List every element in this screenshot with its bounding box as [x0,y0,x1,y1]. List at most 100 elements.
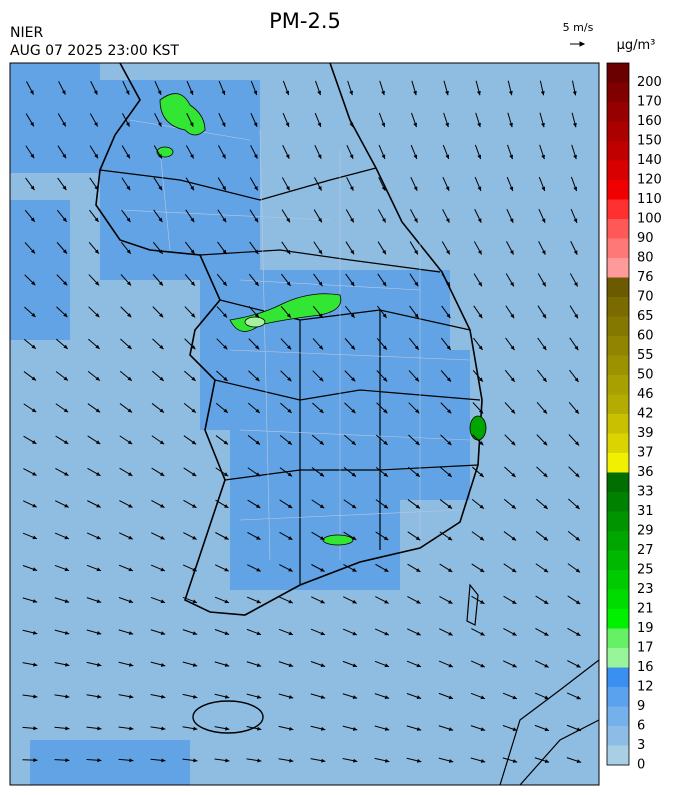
wind-arrow-head [416,663,421,668]
wind-arrow-head [286,281,291,286]
wind-arrow-head [349,186,354,191]
colorbar-label: 3 [637,738,645,753]
wind-arrow-head [65,726,70,731]
wind-arrow-head [63,376,68,381]
wind-arrow-head [225,726,230,731]
wind-arrow-head [97,726,102,731]
wind-arrow-head [510,377,515,382]
wind-arrow-head [543,568,549,573]
wind-arrow-head [33,758,38,763]
wind-arrow-head [318,345,324,350]
colorbar-label: 0 [637,758,645,773]
wind-arrow-head [509,186,514,191]
wind-arrow-head [255,376,260,382]
wind-arrow-head [383,440,388,445]
wind-arrow-head [224,694,230,699]
wind-arrow-head [318,281,323,287]
map [9,62,600,786]
title: PM-2.5 [269,9,341,33]
wind-arrow-head [287,376,292,382]
wind-arrow-head [319,408,324,414]
wind-arrow-head [222,185,226,191]
wind-arrow-head [351,440,356,445]
wind-arrow-head [413,90,417,96]
wind-arrow-head [480,663,485,668]
wind-arrow-head [255,345,260,350]
wind-arrow-head [351,504,357,509]
wind-arrow-head [253,90,258,95]
wind-arrow-head [189,122,194,127]
wind-arrow-head [96,631,102,635]
wind-arrow-head [94,249,99,254]
colorbar-label: 16 [637,660,654,675]
wind-arrow-head [159,313,164,318]
wind-arrow-head [94,217,99,222]
color-swatch [607,414,629,434]
wind-arrow-head [128,503,133,508]
wind-arrow-head [351,472,356,477]
wind-arrow-head [574,313,578,319]
wind-arrow-head [254,217,259,223]
wind-arrow-head [543,536,548,541]
wind-arrow-head [192,663,198,667]
wind-arrow-head [448,631,453,636]
wind-arrow-head [256,599,261,604]
wind-arrow-head [544,727,550,732]
wind-arrow-head [285,90,290,96]
colorbar-label: 37 [637,446,654,461]
color-swatch [607,433,629,454]
color-swatch [607,687,629,707]
wind-arrow-head [447,568,453,572]
color-swatch [607,511,629,532]
wind-arrow-head [448,727,454,731]
wind-arrow-head [317,122,322,127]
color-swatch [607,336,629,356]
wind-arrow-head [541,154,546,160]
wind-arrow-head [224,599,229,604]
wind-arrow-head [445,90,449,96]
wind-arrow-head [576,759,582,764]
wind-arrow-head [257,726,262,731]
wind-arrow-head [126,249,131,254]
wind-arrow-head [480,600,485,604]
colorbar-label: 200 [637,75,662,90]
japan-coast [499,659,599,785]
wind-arrow-head [161,726,166,731]
wind-arrow-head [575,504,580,509]
wind-arrow-head [477,122,481,128]
wind-arrow-head [321,758,326,763]
wind-arrow-head [222,217,227,223]
wind-arrow-head [480,727,486,732]
wind-arrow-head [353,758,358,763]
wind-arrow-head [190,249,195,254]
wind-arrow-head [542,313,547,319]
wind-arrow-head [224,535,229,540]
wind-arrow-head [415,504,421,509]
wind-arrow-head [256,567,261,572]
wind-arrow-head [255,440,260,445]
wind-arrow-head [33,726,38,731]
wind-arrow-head [448,599,453,604]
wind-arrow-head [94,281,100,286]
wind-arrow-head [352,631,357,636]
wind-arrow-head [160,662,166,667]
wind-arrow-head [352,726,358,731]
colorbar-label: 31 [637,504,654,519]
wind-arrow-head [544,663,549,668]
wind-arrow-head [96,599,102,603]
wind-arrow-head [192,567,197,572]
wind-arrow-head [383,504,389,509]
wind-arrow-head [127,313,132,318]
wind-arrow-head [477,250,482,255]
wind-arrow-head [414,377,420,382]
color-swatch [607,121,629,142]
wind-arrow-head [511,441,516,446]
wind-arrow-head [190,185,194,191]
wind-arrow-head [224,631,230,636]
wind-arrow-head [478,345,483,350]
wind-arrow-head [413,122,418,128]
wind-arrow-head [479,536,485,541]
wind-arrow-head [541,250,546,255]
wind-arrow-head [160,503,165,508]
